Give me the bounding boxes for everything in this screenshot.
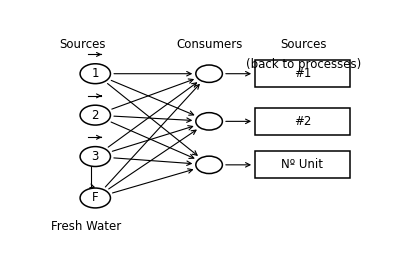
Circle shape: [196, 113, 222, 130]
Bar: [255, 151, 350, 178]
Circle shape: [196, 65, 222, 82]
Text: 2: 2: [91, 109, 99, 122]
Text: Sources: Sources: [281, 38, 327, 51]
Circle shape: [80, 105, 111, 125]
Text: F: F: [92, 192, 99, 204]
Circle shape: [80, 147, 111, 167]
Text: Nº Unit: Nº Unit: [282, 158, 324, 171]
Circle shape: [196, 156, 222, 174]
Text: Fresh Water: Fresh Water: [51, 220, 121, 233]
Text: Consumers: Consumers: [176, 38, 242, 51]
Bar: [255, 60, 350, 87]
Text: Sources: Sources: [60, 38, 106, 51]
Text: #2: #2: [294, 115, 311, 128]
Circle shape: [80, 188, 111, 208]
Text: (back to processes): (back to processes): [246, 58, 361, 71]
Text: 3: 3: [91, 150, 99, 163]
Bar: [255, 108, 350, 135]
Text: 1: 1: [91, 67, 99, 80]
Circle shape: [80, 64, 111, 84]
Text: #1: #1: [294, 67, 311, 80]
